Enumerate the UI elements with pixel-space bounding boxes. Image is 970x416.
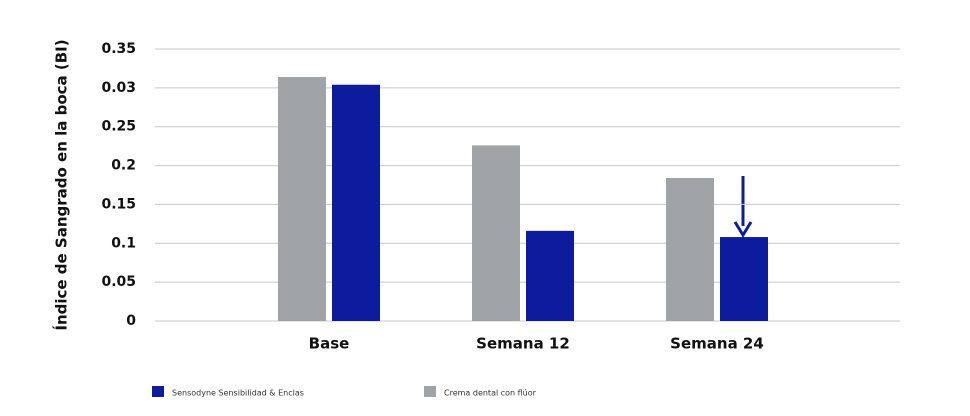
bar <box>278 76 326 321</box>
legend-swatch <box>424 386 436 397</box>
y-tick-label: 0.2 <box>111 158 136 174</box>
y-axis-label: Índice de Sangrado en la boca (BI) <box>52 39 71 330</box>
bar <box>526 230 574 321</box>
annotation-arrow <box>733 176 753 238</box>
bar <box>720 237 768 321</box>
legend-label: Sensodyne Sensibilidad & Enclas <box>172 389 304 398</box>
x-tick-label: Base <box>309 335 350 353</box>
y-tick-label: 0 <box>126 313 136 329</box>
bar <box>472 145 520 321</box>
y-tick-label: 0.05 <box>101 274 136 290</box>
y-tick-label: 0.35 <box>101 41 136 57</box>
bar <box>332 84 380 322</box>
y-tick-label: 0.15 <box>101 196 136 212</box>
legend-label: Crema dental con flúor <box>444 389 537 398</box>
y-tick-label: 0.03 <box>101 80 136 96</box>
x-tick-label: Semana 24 <box>670 335 764 353</box>
legend-swatch <box>152 386 164 397</box>
y-tick-label: 0.25 <box>101 119 136 135</box>
x-tick-label: Semana 12 <box>476 335 570 353</box>
bar <box>666 178 714 321</box>
y-tick-label: 0.1 <box>111 235 136 251</box>
